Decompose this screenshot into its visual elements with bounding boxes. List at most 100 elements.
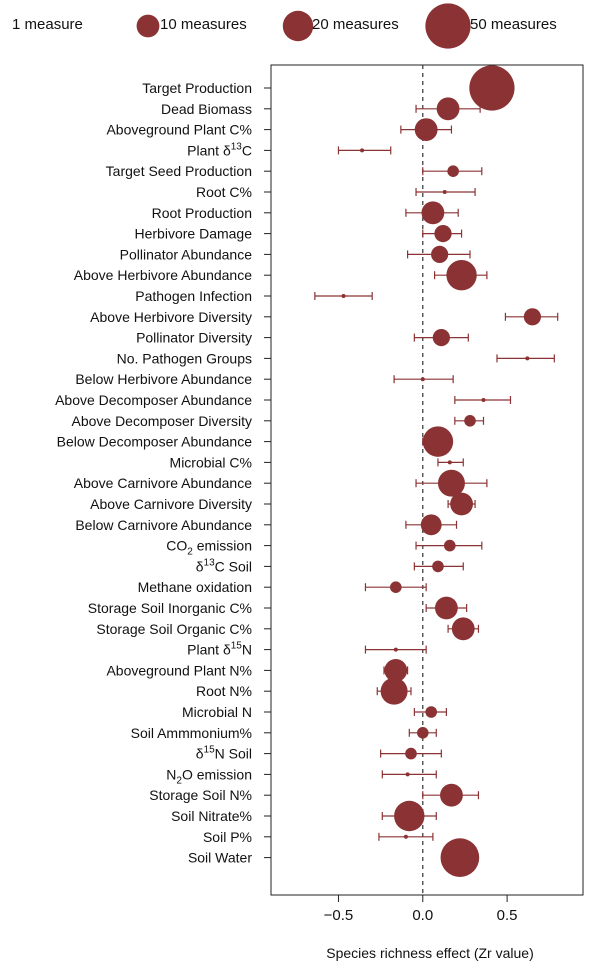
row-label: Pathogen Infection [135,288,252,304]
effect-point [434,224,452,243]
effect-point [437,469,465,497]
row-mark [437,458,464,467]
effect-point [421,201,445,225]
row-label: Above Herbivore Diversity [90,309,252,325]
effect-point [405,772,410,777]
effect-point [443,539,456,552]
effect-point [440,783,463,807]
row-mark [337,146,392,155]
legend-marker [136,14,160,38]
effect-point [425,706,438,718]
legend-label: 50 measures [470,16,557,33]
effect-point [525,356,530,361]
row-mark [364,581,427,594]
row-mark [405,514,458,536]
row-mark [425,596,468,620]
row-mark [413,706,447,718]
effect-point [434,596,458,620]
row-label: Soil Nitrate% [171,808,252,824]
plot-frame [270,64,584,896]
effect-point [464,414,476,427]
effect-point [394,800,425,832]
row-mark [407,245,471,264]
row-label: Herbivore Damage [135,226,253,242]
effect-point [384,658,408,682]
row-mark [433,259,488,291]
legend-marker [425,3,471,49]
row-mark [415,469,488,497]
row-mark [415,97,481,121]
legend-label: 1 measure [12,16,83,33]
effect-point [341,294,346,298]
row-marks [314,65,559,877]
row-mark [378,832,434,841]
effect-point [469,65,515,111]
x-tick-label: 0.5 [497,907,518,924]
effect-point [447,165,459,178]
effect-point [422,426,454,457]
row-label: Above Carnivore Diversity [90,496,252,512]
effect-point [389,581,402,594]
row-mark [415,539,483,552]
row-label: δ15N Soil [196,745,252,762]
row-mark [440,838,480,877]
row-label: Pollinator Abundance [120,246,253,262]
row-label: Below Decomposer Abundance [57,434,253,450]
row-label: Root Production [152,205,252,221]
row-mark [364,645,427,654]
row-label: Above Herbivore Abundance [74,267,252,283]
row-label: Root N% [196,683,252,699]
row-mark [393,375,454,384]
row-mark [383,658,409,682]
effect-point [436,97,460,121]
row-mark [413,328,469,347]
x-axis: −0.5 0.0 0.5 [324,895,518,924]
effect-point [450,492,473,516]
effect-point [442,190,447,194]
row-label: Below Carnivore Abundance [75,517,252,533]
row-mark [376,677,412,705]
effect-point [403,834,408,839]
row-label: No. Pathogen Groups [117,350,252,366]
effect-point [420,514,442,536]
row-label: Storage Soil Inorganic C% [88,600,252,616]
row-mark [400,118,453,142]
effect-point [432,328,450,347]
row-mark [408,726,437,739]
effect-point [451,617,475,641]
row-mark [422,165,483,178]
x-tick-label: −0.5 [324,907,354,924]
effect-point [416,726,429,739]
effect-point [360,148,365,153]
row-label: Below Herbivore Abundance [75,371,252,387]
row-label: Storage Soil Organic C% [96,621,252,637]
row-mark [504,308,559,326]
row-mark [496,354,555,363]
row-labels: Target Production Dead Biomass Aboveground… [55,80,271,866]
row-label: Soil Water [188,850,252,866]
row-label: Root C% [196,184,252,200]
row-label: Plant δ13C [187,141,252,158]
effect-point [431,245,449,264]
row-mark [469,65,515,111]
row-mark [413,560,464,573]
row-mark [381,770,437,779]
row-mark [415,188,476,196]
legend-label: 20 measures [312,16,399,33]
row-label: Above Decomposer Diversity [71,413,252,429]
row-mark [422,783,480,807]
row-mark [454,396,512,404]
row-label: N2O emission [166,766,252,786]
row-mark [405,201,459,225]
row-label: CO2 emission [166,538,252,558]
row-mark [381,800,437,832]
effect-point [393,647,398,652]
legend-label: 10 measures [160,16,247,33]
x-axis-label: Species richness effect (Zr value) [326,945,534,961]
row-label: Methane oxidation [138,579,252,595]
row-label: Aboveground Plant N% [106,662,252,678]
row-mark [314,292,373,300]
row-label: Pollinator Diversity [136,330,252,346]
row-label: Plant δ15N [187,641,252,658]
